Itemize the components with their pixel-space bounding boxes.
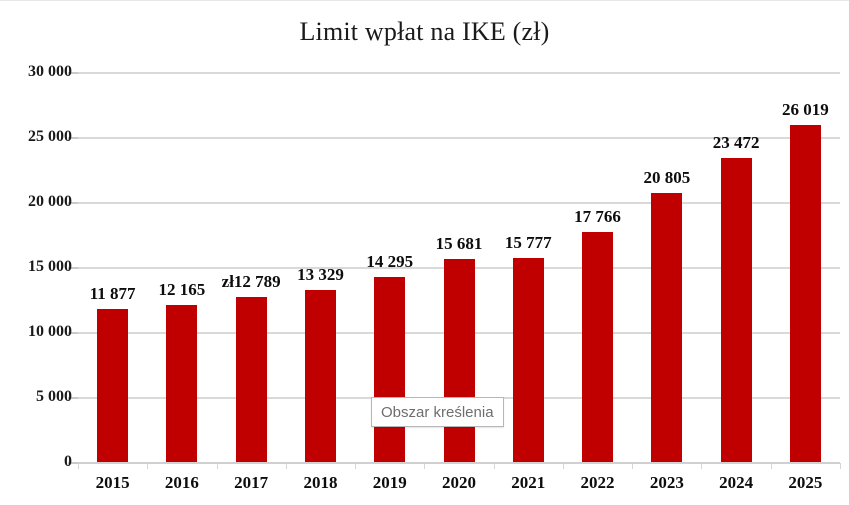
bar[interactable] xyxy=(512,257,544,463)
bar[interactable] xyxy=(166,304,198,463)
y-axis-tick-mark xyxy=(68,397,78,399)
y-axis-tick-mark xyxy=(68,267,78,269)
y-axis-tick-label: 0 xyxy=(64,453,72,470)
bar-data-label: 23 472 xyxy=(712,132,760,152)
bar-data-label: 17 766 xyxy=(574,207,621,227)
x-axis-tick-mark xyxy=(701,463,703,469)
y-axis-tick-mark xyxy=(68,462,78,464)
bar[interactable] xyxy=(374,277,406,463)
y-axis-tick-mark xyxy=(68,72,78,74)
gridline xyxy=(78,202,840,204)
y-axis-tick-label: 20 000 xyxy=(28,193,72,210)
x-axis-line xyxy=(78,462,840,464)
x-axis-tick-label: 2016 xyxy=(164,473,199,492)
x-axis-tick-mark xyxy=(78,463,79,469)
bar[interactable] xyxy=(582,232,614,463)
bar-data-label: 15 681 xyxy=(435,234,483,254)
plot-area-tooltip-label: Obszar kreślenia xyxy=(381,403,494,421)
x-axis-tick-mark xyxy=(493,463,495,469)
bar[interactable] xyxy=(651,192,683,463)
bar-data-label: zł12 789 xyxy=(221,271,281,291)
y-axis-tick-label: 15 000 xyxy=(28,258,72,275)
bar[interactable] xyxy=(789,124,821,463)
y-axis-tick-label: 30 000 xyxy=(28,63,72,80)
bar-data-label: 20 805 xyxy=(643,167,691,187)
y-axis-tick-mark xyxy=(68,202,78,204)
bar-data-label: 13 329 xyxy=(297,264,344,284)
gridline xyxy=(78,137,840,139)
x-axis-tick-label: 2015 xyxy=(95,473,130,492)
x-axis-tick-mark xyxy=(840,463,841,469)
bar[interactable] xyxy=(235,296,267,463)
y-axis-tick-label: 10 000 xyxy=(28,323,72,340)
bar-data-label: 14 295 xyxy=(366,252,414,272)
y-axis-tick-mark xyxy=(68,137,78,139)
bar[interactable] xyxy=(97,308,129,463)
x-axis-tick-label: 2019 xyxy=(372,473,407,492)
bar[interactable] xyxy=(720,157,752,463)
x-axis-tick-mark xyxy=(147,463,149,469)
x-axis-tick-mark xyxy=(216,463,218,469)
x-axis-tick-mark xyxy=(424,463,426,469)
plot-area-tooltip: Obszar kreślenia xyxy=(371,397,504,427)
x-axis-tick-mark xyxy=(355,463,357,469)
x-axis-tick-label: 2022 xyxy=(580,473,615,492)
x-axis-tick-mark xyxy=(285,463,287,469)
bar-data-label: 15 777 xyxy=(504,232,552,252)
bar-data-label: 12 165 xyxy=(158,279,206,299)
x-axis-tick-label: 2024 xyxy=(719,473,754,492)
x-axis-tick-mark xyxy=(632,463,634,469)
bar-data-label: 11 877 xyxy=(89,283,136,303)
x-axis-tick-label: 2018 xyxy=(303,473,338,492)
y-axis-tick-label: 25 000 xyxy=(28,128,72,145)
x-axis-tick-label: 2021 xyxy=(511,473,546,492)
bar[interactable] xyxy=(443,259,475,463)
x-axis-tick-mark xyxy=(770,463,772,469)
chart-title: Limit wpłat na IKE (zł) xyxy=(299,17,550,46)
y-axis-tick-mark xyxy=(68,332,78,334)
bar[interactable] xyxy=(304,289,336,463)
gridline xyxy=(78,72,840,74)
x-axis-tick-label: 2020 xyxy=(442,473,476,492)
x-axis-tick-label: 2023 xyxy=(649,473,684,492)
x-axis-tick-mark xyxy=(562,463,564,469)
x-axis-tick-label: 2025 xyxy=(788,473,823,492)
y-axis-tick-label: 5 000 xyxy=(36,388,72,405)
bar-data-label: 26 019 xyxy=(781,99,829,119)
x-axis-tick-label: 2017 xyxy=(234,473,269,492)
